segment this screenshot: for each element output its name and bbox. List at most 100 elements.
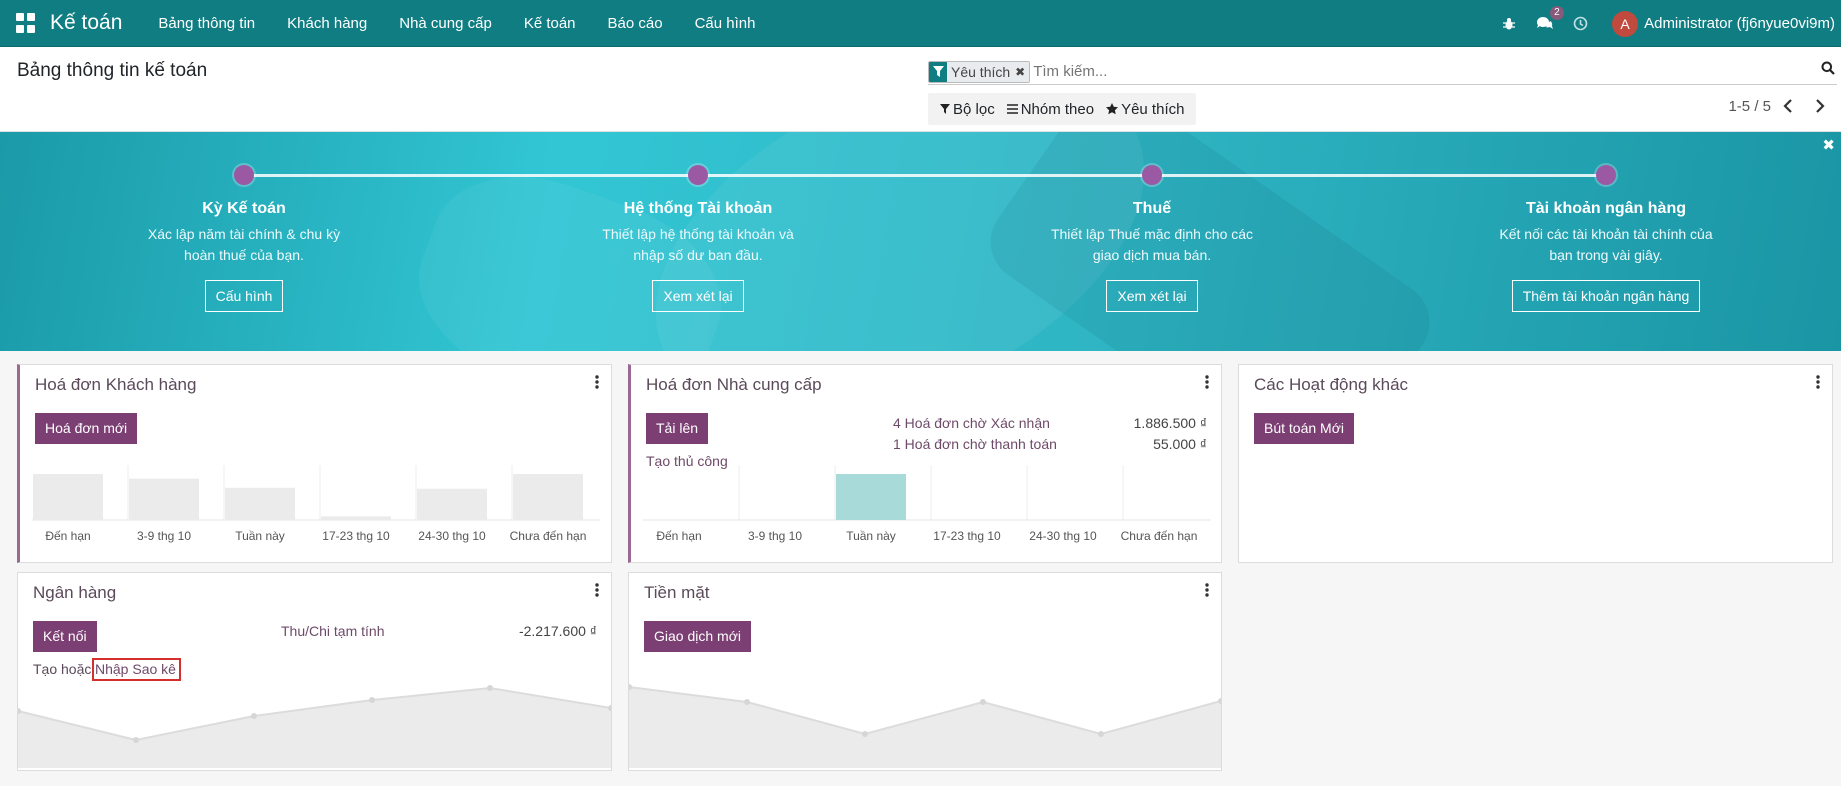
search-facet: Yêu thích ✖ bbox=[928, 60, 1031, 83]
bank-balance-graph bbox=[18, 685, 611, 768]
chart-bar bbox=[33, 474, 103, 520]
card-menu-icon[interactable] bbox=[595, 375, 599, 393]
bills-to-validate-link[interactable]: 4 Hoá đơn chờ Xác nhận bbox=[893, 415, 1050, 431]
activity-clock-icon[interactable] bbox=[1573, 16, 1588, 31]
graph-point bbox=[251, 713, 257, 719]
card-title[interactable]: Các Hoạt động khác bbox=[1254, 375, 1409, 394]
user-avatar[interactable]: A bbox=[1612, 10, 1639, 37]
graph-point bbox=[1218, 698, 1221, 704]
chart-tick-label: Đến hạn bbox=[45, 529, 90, 543]
import-statement-link[interactable]: Nhập Sao kê bbox=[95, 661, 176, 677]
graph-point bbox=[487, 685, 493, 691]
chart-tick-label: Chưa đến hạn bbox=[1121, 529, 1198, 543]
cash-balance-graph bbox=[629, 684, 1221, 768]
chart-tick-label: 24-30 thg 10 bbox=[1029, 529, 1097, 543]
highlight-box bbox=[92, 658, 181, 681]
graph-point bbox=[862, 731, 868, 737]
facet-remove-icon[interactable]: ✖ bbox=[1015, 64, 1026, 79]
chart-tick-label: 17-23 thg 10 bbox=[933, 529, 1001, 543]
step-description: Xác lập năm tài chính & chu kỳ hoàn thuế… bbox=[147, 226, 341, 263]
progress-line bbox=[243, 174, 1607, 177]
menu-item-reports[interactable]: Báo cáo bbox=[607, 14, 663, 32]
filters-label: Bộ lọc bbox=[953, 100, 995, 118]
pager-value[interactable]: 1-5 / 5 bbox=[1728, 98, 1771, 115]
top-navbar: Kế toán Bảng thông tin Khách hàng Nhà cu… bbox=[0, 0, 1841, 47]
card-title[interactable]: Hoá đơn Nhà cung cấp bbox=[646, 375, 822, 394]
upload-button[interactable]: Tải lên bbox=[646, 413, 709, 444]
bills-to-validate-amount: 1.886.500 ₫ bbox=[1133, 415, 1207, 431]
list-icon bbox=[1006, 104, 1018, 114]
chart-tick-label: Tuần này bbox=[235, 529, 285, 543]
graph-point bbox=[744, 699, 750, 705]
bills-to-pay-amount: 55.000 ₫ bbox=[1153, 436, 1207, 452]
graph-point bbox=[629, 684, 632, 690]
search-icon[interactable] bbox=[1821, 61, 1835, 79]
graph-point bbox=[18, 708, 21, 714]
pager-previous-icon[interactable] bbox=[1783, 99, 1795, 117]
control-panel: Bảng thông tin kế toán Yêu thích ✖ Bộ lọc… bbox=[0, 47, 1841, 132]
graph-area bbox=[18, 688, 611, 768]
graph-point bbox=[133, 737, 139, 743]
favorites-button[interactable]: Yêu thích bbox=[1106, 101, 1184, 118]
page-title: Bảng thông tin kế toán bbox=[17, 60, 208, 81]
navbar-systray: 2 A Administrator (fj6nyue0vi9m) bbox=[1492, 0, 1835, 47]
messages-badge: 2 bbox=[1550, 6, 1564, 20]
graph-point bbox=[1098, 731, 1104, 737]
chart-bar bbox=[513, 474, 583, 520]
bills-to-pay-link[interactable]: 1 Hoá đơn chờ thanh toán bbox=[893, 436, 1057, 452]
menu-item-customers[interactable]: Khách hàng bbox=[287, 14, 368, 32]
chart-tick-label: 3-9 thg 10 bbox=[748, 529, 802, 543]
card-menu-icon[interactable] bbox=[595, 583, 599, 601]
filter-funnel-icon bbox=[929, 61, 947, 82]
card-menu-icon[interactable] bbox=[1205, 375, 1209, 393]
onboarding-banner: ✖ Kỳ Kế toán Xác lập năm tài chính & chu… bbox=[0, 132, 1841, 351]
connect-bank-button[interactable]: Kết nối bbox=[33, 621, 97, 652]
menu-item-configuration[interactable]: Cấu hình bbox=[694, 14, 756, 32]
menu-item-vendors[interactable]: Nhà cung cấp bbox=[399, 14, 492, 32]
chart-bar bbox=[129, 478, 199, 520]
card-title[interactable]: Ngân hàng bbox=[33, 583, 117, 602]
bills-aging-chart: Đến hạn 3-9 thg 10 Tuần này 17-23 thg 10 24-… bbox=[643, 465, 1211, 543]
menu-item-dashboard[interactable]: Bảng thông tin bbox=[158, 14, 256, 32]
user-menu[interactable]: Administrator (fj6nyue0vi9m) bbox=[1644, 15, 1835, 32]
pager-next-icon[interactable] bbox=[1813, 99, 1825, 117]
messages-icon[interactable]: 2 bbox=[1536, 6, 1564, 31]
step-dot bbox=[234, 165, 254, 185]
step-button-configure[interactable]: Cấu hình bbox=[204, 280, 284, 312]
step-dot bbox=[688, 165, 708, 185]
new-entry-button[interactable]: Bút toán Mới bbox=[1254, 413, 1354, 444]
new-invoice-button[interactable]: Hoá đơn mới bbox=[35, 413, 138, 444]
graph-line bbox=[629, 686, 1221, 736]
step-button-add-bank[interactable]: Thêm tài khoản ngân hàng bbox=[1511, 280, 1701, 312]
groupby-label: Nhóm theo bbox=[1020, 100, 1095, 118]
card-bank: Ngân hàng Kết nối Thu/Chi tạm tính -2.21… bbox=[17, 572, 612, 771]
step-button-review[interactable]: Xem xét lại bbox=[652, 280, 744, 312]
favorites-label: Yêu thích bbox=[1121, 100, 1185, 118]
debug-bug-icon[interactable] bbox=[1502, 17, 1516, 31]
apps-menu-icon[interactable] bbox=[16, 13, 36, 33]
filters-button[interactable]: Bộ lọc bbox=[940, 101, 995, 118]
chart-tick-label: Tuần này bbox=[846, 529, 896, 543]
card-menu-icon[interactable] bbox=[1205, 583, 1209, 601]
main-menu: Bảng thông tin Khách hàng Nhà cung cấp K… bbox=[142, 0, 771, 47]
step-title: Hệ thống Tài khoản bbox=[623, 200, 773, 217]
step-title: Tài khoản ngân hàng bbox=[1525, 200, 1686, 217]
chart-tick-label: Đến hạn bbox=[656, 529, 701, 543]
new-transaction-button[interactable]: Giao dịch mới bbox=[644, 621, 751, 652]
search-bar: Yêu thích ✖ bbox=[928, 59, 1837, 85]
chart-bar bbox=[417, 488, 487, 520]
app-title[interactable]: Kế toán bbox=[50, 11, 123, 34]
groupby-button[interactable]: Nhóm theo bbox=[1006, 100, 1095, 118]
card-title[interactable]: Hoá đơn Khách hàng bbox=[35, 375, 197, 394]
step-description: Thiết lập Thuế mặc định cho các giao dịc… bbox=[1050, 226, 1254, 263]
search-input[interactable] bbox=[1033, 63, 1837, 80]
card-menu-icon[interactable] bbox=[1816, 375, 1820, 393]
step-dot bbox=[1142, 165, 1162, 185]
close-banner-icon[interactable]: ✖ bbox=[1822, 137, 1835, 154]
menu-item-accounting[interactable]: Kế toán bbox=[523, 14, 576, 32]
step-button-review[interactable]: Xem xét lại bbox=[1106, 280, 1198, 312]
create-manually-link[interactable]: Tạo thủ công bbox=[646, 453, 728, 469]
card-title[interactable]: Tiền mặt bbox=[644, 583, 710, 602]
step-dot bbox=[1596, 165, 1616, 185]
running-balance-link[interactable]: Thu/Chi tạm tính bbox=[281, 623, 385, 639]
